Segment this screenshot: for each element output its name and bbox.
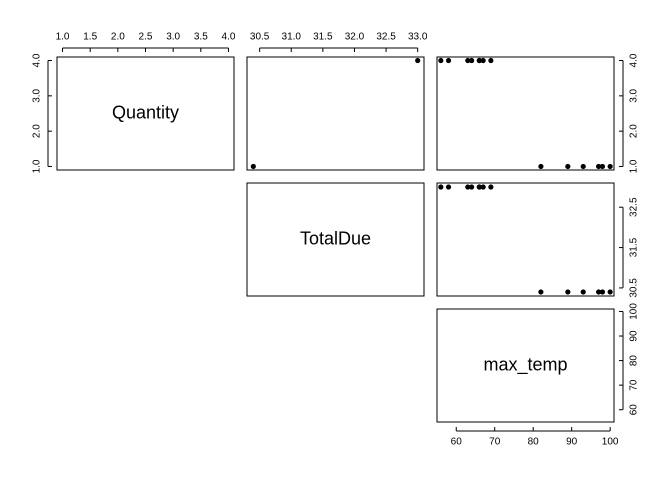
data-point-totaldue-vs-max-temp xyxy=(607,289,613,295)
data-point-quantity-vs-totaldue xyxy=(415,57,421,64)
panel-frame-quantity-quantity xyxy=(56,56,235,171)
data-point-quantity-vs-max-temp xyxy=(538,163,544,170)
diagonal-label-totaldue: TotalDue xyxy=(300,228,371,248)
data-point-quantity-vs-max-temp xyxy=(476,57,482,64)
bottom-axis-tick-label-max-temp: 90 xyxy=(566,437,578,448)
right-axis-tick-label-quantity: 2.0 xyxy=(629,124,640,138)
data-point-totaldue-vs-max-temp xyxy=(580,289,586,295)
data-point-quantity-vs-max-temp xyxy=(445,57,452,64)
left-axis-tick-label-quantity: 2.0 xyxy=(32,124,43,138)
top-axis-tick-label-quantity: 2.5 xyxy=(139,32,153,43)
bottom-axis-tick-label-max-temp: 60 xyxy=(451,437,463,448)
data-point-totaldue-vs-max-temp xyxy=(599,289,606,295)
right-axis-tick-label-totaldue: 30.5 xyxy=(629,278,640,298)
data-point-quantity-vs-max-temp xyxy=(480,57,486,64)
right-axis-tick-label-quantity: 3.0 xyxy=(629,88,640,102)
data-point-quantity-vs-max-temp xyxy=(607,163,613,170)
left-axis-tick-label-quantity: 3.0 xyxy=(32,88,43,102)
data-point-totaldue-vs-max-temp xyxy=(445,184,452,190)
top-axis-tick-label-totaldue: 32.5 xyxy=(376,32,396,43)
data-point-quantity-vs-max-temp xyxy=(438,57,444,64)
data-point-quantity-vs-totaldue xyxy=(250,163,256,170)
bottom-axis-tick-label-max-temp: 100 xyxy=(602,437,619,448)
data-point-quantity-vs-max-temp xyxy=(599,163,606,170)
data-point-totaldue-vs-max-temp xyxy=(565,289,571,295)
bottom-axis-tick-label-max-temp: 70 xyxy=(489,437,501,448)
right-axis-tick-label-max-temp: 100 xyxy=(629,303,640,320)
panel-frame-totaldue-max-temp xyxy=(436,182,615,297)
top-axis-tick-label-totaldue: 33.0 xyxy=(408,32,428,43)
panel-frame-quantity-max-temp xyxy=(436,56,615,171)
top-axis-tick-label-totaldue: 31.5 xyxy=(313,32,333,43)
diagonal-label-quantity: Quantity xyxy=(112,102,179,122)
panel-frame-totaldue-totaldue xyxy=(246,182,425,297)
right-axis-tick-label-max-temp: 80 xyxy=(629,355,640,367)
data-point-totaldue-vs-max-temp xyxy=(596,289,602,295)
right-axis-tick-label-max-temp: 90 xyxy=(629,330,640,342)
top-axis-tick-label-totaldue: 32.0 xyxy=(345,32,365,43)
right-axis-tick-label-max-temp: 60 xyxy=(629,404,640,416)
diagonal-label-max-temp: max_temp xyxy=(483,354,567,375)
top-axis-tick-label-quantity: 3.5 xyxy=(194,32,208,43)
data-point-quantity-vs-max-temp xyxy=(469,57,475,64)
top-axis-tick-label-totaldue: 31.0 xyxy=(282,32,302,43)
bottom-axis-tick-label-max-temp: 80 xyxy=(528,437,540,448)
data-point-quantity-vs-max-temp xyxy=(580,163,586,170)
top-axis-tick-label-totaldue: 30.5 xyxy=(250,32,270,43)
data-point-totaldue-vs-max-temp xyxy=(480,184,486,190)
top-axis-tick-label-quantity: 3.0 xyxy=(166,32,180,43)
top-axis-tick-label-quantity: 4.0 xyxy=(222,32,236,43)
data-point-totaldue-vs-max-temp xyxy=(476,184,482,190)
data-point-totaldue-vs-max-temp xyxy=(538,289,544,295)
data-point-totaldue-vs-max-temp xyxy=(488,184,494,190)
panel-frame-max-temp-max-temp xyxy=(436,308,615,423)
top-axis-tick-label-quantity: 2.0 xyxy=(111,32,125,43)
data-point-quantity-vs-max-temp xyxy=(488,57,494,64)
data-point-quantity-vs-max-temp xyxy=(596,163,602,170)
data-point-totaldue-vs-max-temp xyxy=(469,184,475,190)
data-point-quantity-vs-max-temp xyxy=(565,163,571,170)
top-axis-tick-label-quantity: 1.5 xyxy=(83,32,97,43)
right-axis-tick-label-totaldue: 31.5 xyxy=(629,237,640,257)
data-point-totaldue-vs-max-temp xyxy=(465,184,471,190)
left-axis-tick-label-quantity: 4.0 xyxy=(32,53,43,67)
right-axis-tick-label-quantity: 4.0 xyxy=(629,53,640,67)
data-point-quantity-vs-max-temp xyxy=(465,57,471,64)
right-axis-tick-label-max-temp: 70 xyxy=(629,379,640,391)
left-axis-tick-label-quantity: 1.0 xyxy=(32,159,43,173)
panel-frame-quantity-totaldue xyxy=(246,56,425,171)
top-axis-tick-label-quantity: 1.0 xyxy=(56,32,70,43)
data-point-totaldue-vs-max-temp xyxy=(438,184,444,190)
right-axis-tick-label-totaldue: 32.5 xyxy=(629,197,640,217)
right-axis-tick-label-quantity: 1.0 xyxy=(629,159,640,173)
